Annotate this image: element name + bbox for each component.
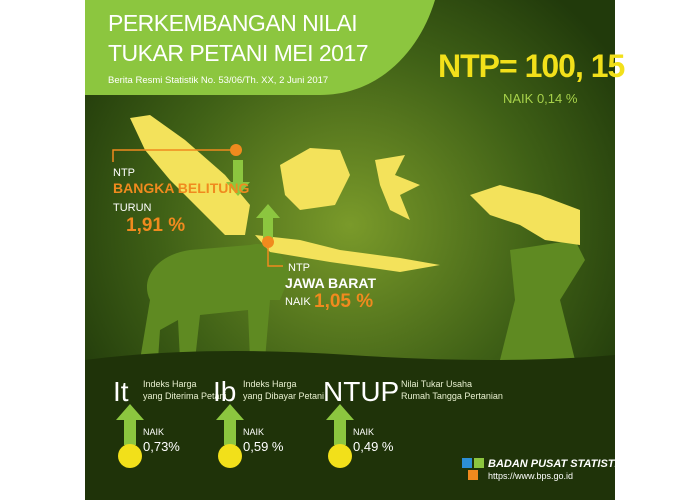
indicator-description: Indeks Harga	[243, 379, 297, 389]
region-name: BANGKA BELITUNG	[113, 180, 250, 196]
java-nusa-tenggara	[255, 235, 440, 272]
leader-line	[112, 149, 236, 162]
title: PERKEMBANGAN NILAI	[108, 10, 358, 36]
title: TUKAR PETANI MEI 2017	[108, 40, 369, 66]
indicator-change: 0,73%	[143, 439, 180, 454]
headline-change: NAIK 0,14 %	[503, 91, 578, 106]
indicator-description: Rumah Tangga Pertanian	[401, 391, 503, 401]
indicator-change: 0,49 %	[353, 439, 394, 454]
region-direction: TURUN	[113, 202, 152, 214]
bps-logo	[462, 458, 484, 480]
buffalo-silhouette	[140, 244, 290, 360]
kalimantan	[280, 148, 350, 210]
indicator-icons	[116, 404, 354, 468]
indicator-direction: NAIK	[243, 427, 265, 437]
region-change: 1,91 %	[126, 215, 186, 236]
down-arrow	[226, 160, 250, 196]
sumatra	[130, 115, 250, 235]
subtitle: Berita Resmi Statistik No. 53/06/Th. XX,…	[108, 75, 329, 86]
org-name: BADAN PUSAT STATISTIK	[488, 458, 626, 470]
indicator-change: 0,59 %	[243, 439, 284, 454]
indicator-description: yang Dibayar Petani	[243, 391, 325, 401]
region-name: JAWA BARAT	[285, 275, 376, 291]
indicator-code: Ib	[213, 376, 237, 407]
sulawesi	[375, 155, 420, 220]
indicator-code: It	[113, 376, 129, 407]
region-label: NTP	[113, 167, 135, 179]
region-label: NTP	[288, 262, 310, 274]
org-url: https://www.bps.go.id	[488, 471, 574, 481]
leader-line	[267, 242, 283, 267]
indicator-description: Indeks Harga	[143, 379, 197, 389]
region-change: 1,05 %	[314, 291, 374, 312]
papua	[470, 185, 580, 245]
title-banner	[85, 0, 435, 95]
indicator-direction: NAIK	[143, 427, 165, 437]
marker	[262, 236, 274, 248]
marker	[230, 144, 242, 156]
region-direction: NAIK	[285, 296, 311, 308]
indicator-direction: NAIK	[353, 427, 375, 437]
farmer-silhouette	[500, 240, 585, 360]
up-arrow	[256, 204, 280, 240]
indicator-description: Nilai Tukar Usaha	[401, 379, 473, 389]
indicator-description: yang Diterima Petani	[143, 391, 227, 401]
headline-value: NTP= 100, 15	[438, 48, 625, 84]
indicator-code: NTUP	[323, 376, 400, 407]
